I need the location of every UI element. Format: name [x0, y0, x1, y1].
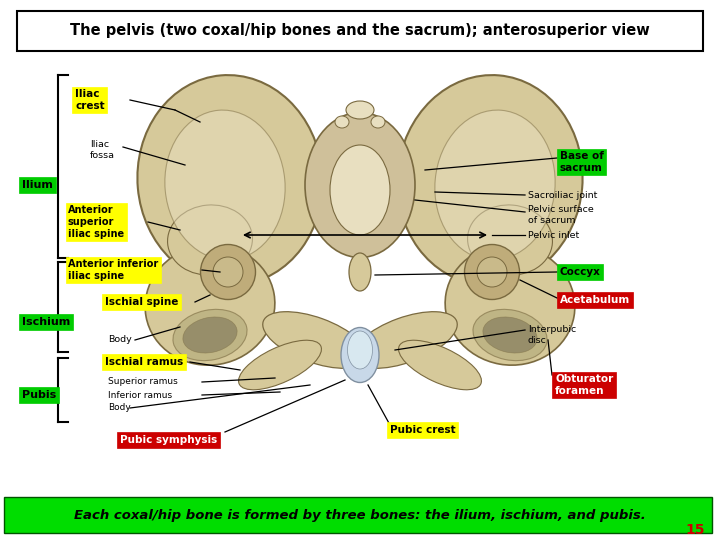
- Text: Pubis: Pubis: [22, 390, 56, 400]
- FancyBboxPatch shape: [4, 497, 712, 533]
- Text: Coccyx: Coccyx: [560, 267, 601, 277]
- Ellipse shape: [464, 245, 520, 300]
- Text: Ischial spine: Ischial spine: [105, 297, 179, 307]
- FancyBboxPatch shape: [17, 11, 703, 51]
- Text: Pubic crest: Pubic crest: [390, 425, 456, 435]
- Text: Anterior inferior
iliac spine: Anterior inferior iliac spine: [68, 259, 158, 281]
- Ellipse shape: [330, 145, 390, 235]
- Text: The pelvis (two coxal/hip bones and the sacrum); anterosuperior view: The pelvis (two coxal/hip bones and the …: [70, 24, 650, 38]
- Ellipse shape: [348, 331, 372, 369]
- Text: Pelvic inlet: Pelvic inlet: [528, 231, 580, 240]
- Text: Ilium: Ilium: [22, 180, 53, 190]
- Text: Iliac
fossa: Iliac fossa: [90, 140, 115, 160]
- Ellipse shape: [483, 317, 537, 353]
- Ellipse shape: [341, 327, 379, 382]
- Ellipse shape: [168, 205, 253, 275]
- Ellipse shape: [173, 309, 247, 361]
- Text: Body: Body: [108, 335, 132, 345]
- Text: Interpubic
disc: Interpubic disc: [528, 325, 576, 345]
- Text: Ischial ramus: Ischial ramus: [105, 357, 184, 367]
- Ellipse shape: [213, 257, 243, 287]
- Text: Ischium: Ischium: [22, 317, 71, 327]
- Ellipse shape: [138, 75, 323, 285]
- Text: Pubic symphysis: Pubic symphysis: [120, 435, 217, 445]
- Ellipse shape: [165, 110, 285, 260]
- Text: Pelvic surface
of sacrum: Pelvic surface of sacrum: [528, 205, 594, 225]
- Ellipse shape: [371, 116, 385, 128]
- Ellipse shape: [335, 116, 349, 128]
- Ellipse shape: [183, 317, 237, 353]
- Text: Inferior ramus: Inferior ramus: [108, 390, 172, 400]
- Text: Iliac
crest: Iliac crest: [75, 89, 104, 111]
- Ellipse shape: [238, 340, 321, 390]
- Text: 15: 15: [685, 523, 705, 537]
- Ellipse shape: [263, 312, 367, 368]
- Text: Anterior
superior
iliac spine: Anterior superior iliac spine: [68, 205, 124, 239]
- Text: Superior ramus: Superior ramus: [108, 377, 178, 387]
- Ellipse shape: [349, 253, 371, 291]
- Text: Sacroiliac joint: Sacroiliac joint: [528, 191, 598, 199]
- Ellipse shape: [435, 110, 555, 260]
- Ellipse shape: [445, 245, 575, 365]
- Ellipse shape: [473, 309, 547, 361]
- Ellipse shape: [305, 112, 415, 258]
- Text: Obturator
foramen: Obturator foramen: [555, 374, 613, 396]
- Ellipse shape: [399, 340, 482, 390]
- Ellipse shape: [145, 245, 275, 365]
- Text: Base of
sacrum: Base of sacrum: [560, 151, 604, 173]
- Text: Body: Body: [108, 403, 131, 413]
- Text: Each coxal/hip bone is formed by three bones: the ilium, ischium, and pubis.: Each coxal/hip bone is formed by three b…: [74, 509, 646, 522]
- Text: Acetabulum: Acetabulum: [560, 295, 630, 305]
- Ellipse shape: [346, 101, 374, 119]
- Ellipse shape: [477, 257, 507, 287]
- Ellipse shape: [397, 75, 582, 285]
- Ellipse shape: [200, 245, 256, 300]
- Ellipse shape: [467, 205, 552, 275]
- Ellipse shape: [353, 312, 457, 368]
